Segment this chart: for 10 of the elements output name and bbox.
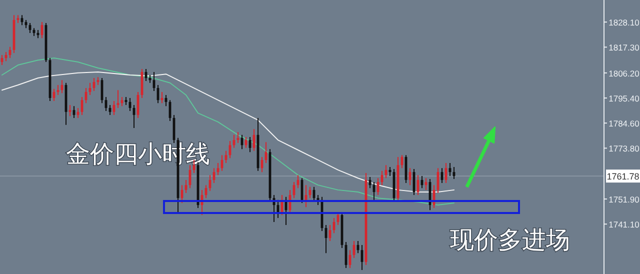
y-tick-label: 1751.90 [608,194,640,204]
annotation: 现价多进场 [450,227,570,254]
y-tick-label: 1817.30 [608,42,640,53]
y-tick-label: 1828.10 [608,18,640,28]
y-tick-label: 1773.80 [608,144,640,154]
y-tick-label: 1784.60 [608,118,640,129]
y-tick-label: 1741.10 [608,220,640,230]
y-tick-label: 1795.40 [608,93,640,104]
ref-line-label: 1761.78 [606,172,640,182]
y-tick-label: 1806.20 [608,68,640,78]
